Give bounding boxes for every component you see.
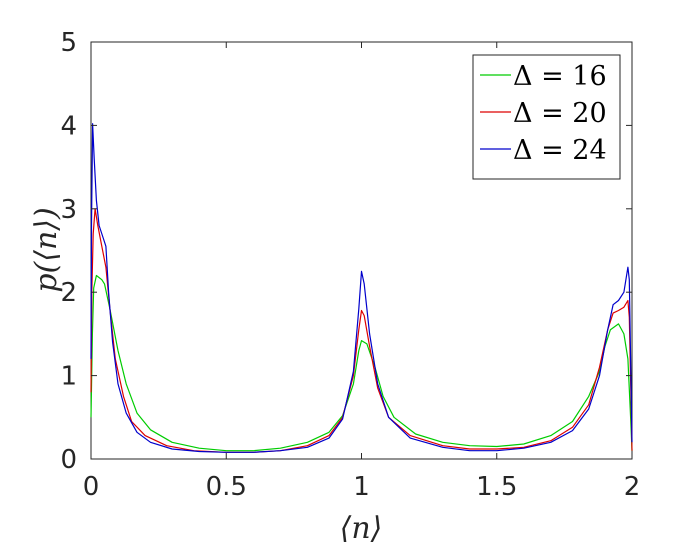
- series-layer: [90, 123, 633, 453]
- x-tick-label: 1: [353, 472, 370, 502]
- y-tick-label: 0: [60, 445, 77, 475]
- y-tick-label: 5: [60, 28, 77, 58]
- y-axis-label: p(⟨n⟩): [29, 207, 64, 292]
- legend-entries: Δ = 16 Δ = 20 Δ = 24: [480, 61, 607, 166]
- x-tick-label: 2: [624, 472, 641, 502]
- x-axis-label: ⟨n⟩: [340, 511, 383, 546]
- legend-label-1: Δ = 16: [513, 61, 607, 92]
- y-tick-label: 1: [60, 362, 77, 392]
- y-tick-label: 3: [60, 195, 77, 225]
- x-tick-label: 0.5: [206, 472, 247, 502]
- x-tick-label: 0: [83, 472, 100, 502]
- y-tick-label: 2: [60, 278, 77, 308]
- legend-label-2: Δ = 20: [513, 98, 607, 129]
- legend-label-3: Δ = 24: [513, 135, 607, 166]
- legend-box: [472, 54, 621, 180]
- series-line-3: [90, 123, 633, 453]
- y-tick-label: 4: [60, 111, 77, 141]
- x-tick-label: 1.5: [476, 472, 517, 502]
- tick-layer: 0 0.5 1 1.5 2 0 1 2 3 4 5: [60, 28, 640, 502]
- legend: Δ = 16 Δ = 20 Δ = 24: [472, 54, 621, 180]
